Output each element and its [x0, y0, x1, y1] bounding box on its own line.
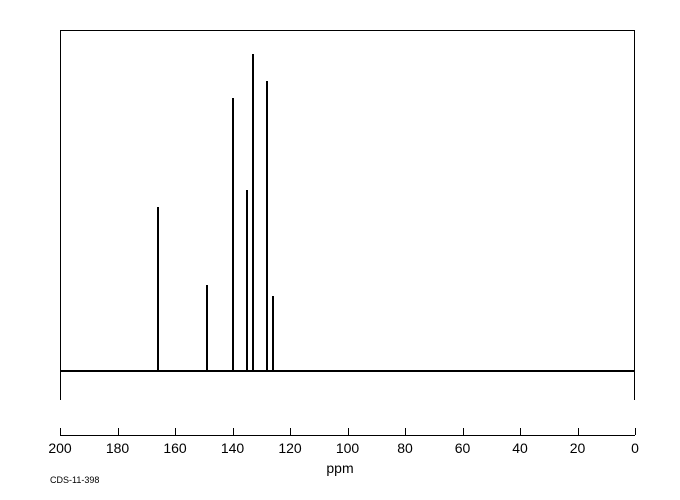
x-tick-label: 60 — [455, 440, 471, 456]
x-axis — [60, 435, 635, 436]
x-tick-label: 180 — [106, 440, 129, 456]
x-tick-label: 120 — [278, 440, 301, 456]
spectrum-peak — [246, 190, 248, 370]
sample-id-label: CDS-11-398 — [50, 475, 99, 485]
x-tick-label: 80 — [397, 440, 413, 456]
x-tick-label: 40 — [512, 440, 528, 456]
x-tick — [520, 428, 521, 435]
x-tick — [233, 428, 234, 435]
x-tick — [118, 428, 119, 435]
x-tick — [290, 428, 291, 435]
x-tick-label: 100 — [336, 440, 359, 456]
x-tick-label: 140 — [221, 440, 244, 456]
x-tick — [405, 428, 406, 435]
x-tick — [578, 428, 579, 435]
spectrum-peak — [272, 296, 274, 371]
x-tick — [60, 428, 61, 435]
x-tick — [175, 428, 176, 435]
baseline-signal — [60, 370, 635, 372]
spectrum-peak — [157, 207, 159, 370]
spectrum-peak — [252, 54, 254, 371]
spectrum-peak — [206, 285, 208, 370]
spectrum-peak — [266, 81, 268, 370]
plot-area — [60, 30, 635, 400]
x-tick — [348, 428, 349, 435]
x-tick-label: 160 — [163, 440, 186, 456]
spectrum-peak — [232, 98, 234, 370]
x-tick-label: 200 — [48, 440, 71, 456]
x-axis-label: ppm — [326, 460, 353, 476]
x-tick — [635, 428, 636, 435]
x-tick-label: 0 — [631, 440, 639, 456]
x-tick-label: 20 — [570, 440, 586, 456]
x-tick — [463, 428, 464, 435]
